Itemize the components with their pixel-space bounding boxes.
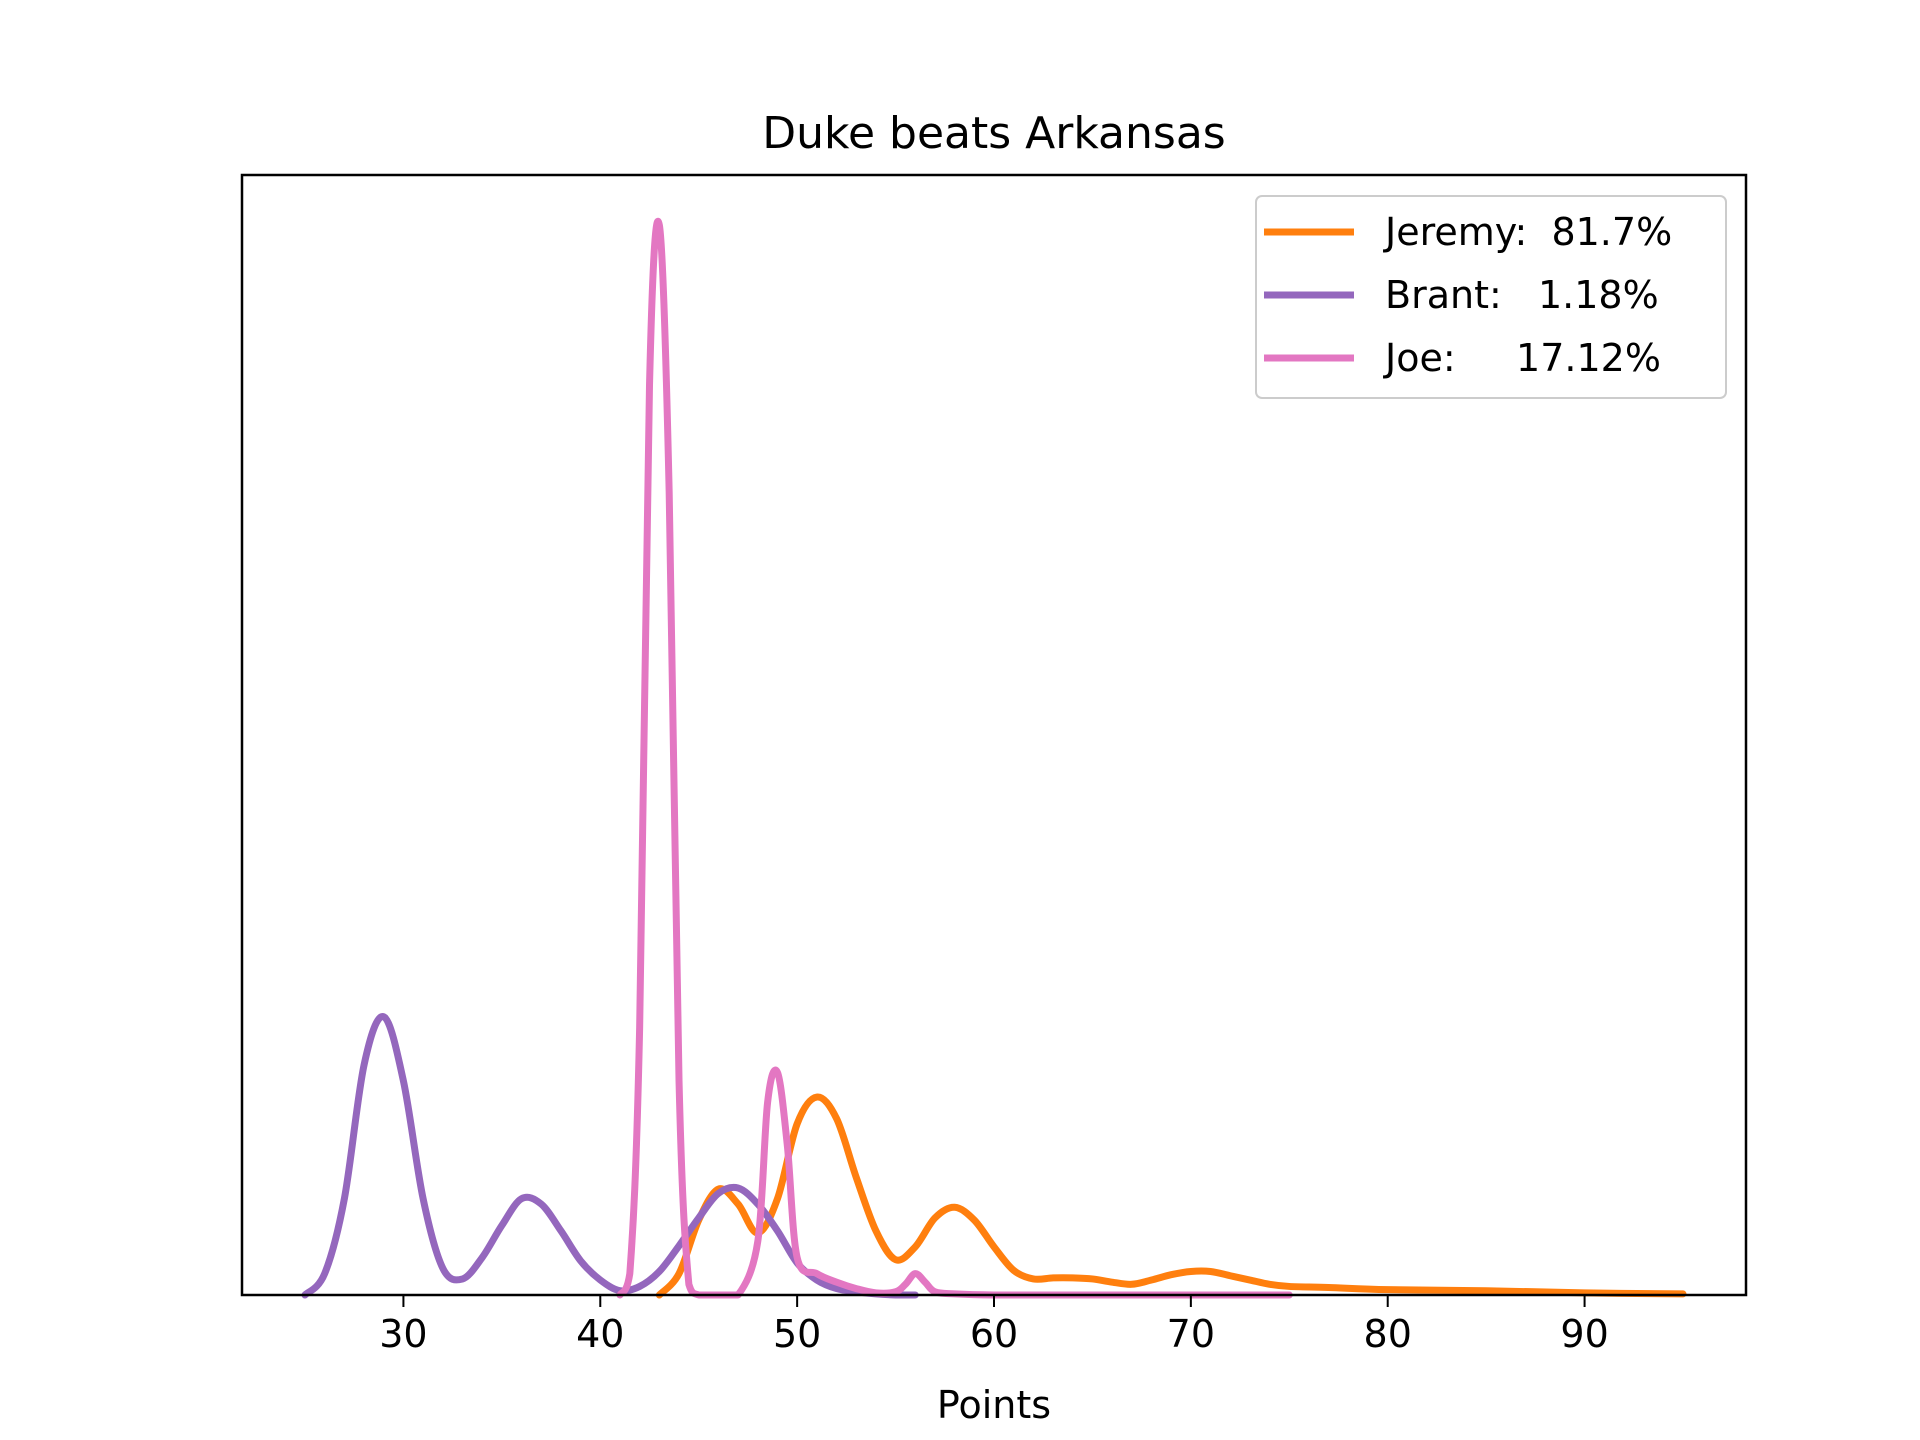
legend-box <box>1255 195 1727 399</box>
legend: Jeremy: 81.7% Brant: 1.18% Joe: 17.12% <box>1255 195 1727 399</box>
series-layer <box>301 217 1687 1299</box>
x-tick-label: 70 <box>1167 1312 1215 1356</box>
x-tick-label: 80 <box>1364 1312 1412 1356</box>
legend-label-1: Brant: 1.18% <box>1385 273 1659 317</box>
x-tick-label: 60 <box>970 1312 1018 1356</box>
x-tick-label: 90 <box>1560 1312 1608 1356</box>
legend-label-0: Jeremy: 81.7% <box>1383 210 1672 254</box>
x-tick-label: 40 <box>576 1312 624 1356</box>
x-ticks: 30 40 50 60 70 80 90 <box>379 1295 1609 1356</box>
legend-label-2: Joe: 17.12% <box>1383 336 1661 380</box>
x-tick-label: 50 <box>773 1312 821 1356</box>
series-line-1 <box>301 1013 919 1299</box>
x-axis-label: Points <box>937 1383 1051 1427</box>
series-line-2 <box>616 217 1293 1299</box>
series-line-0 <box>655 1093 1687 1299</box>
x-tick-label: 30 <box>379 1312 427 1356</box>
legend-items: Jeremy: 81.7% Brant: 1.18% Joe: 17.12% <box>1264 210 1672 380</box>
chart-title: Duke beats Arkansas <box>762 108 1225 159</box>
